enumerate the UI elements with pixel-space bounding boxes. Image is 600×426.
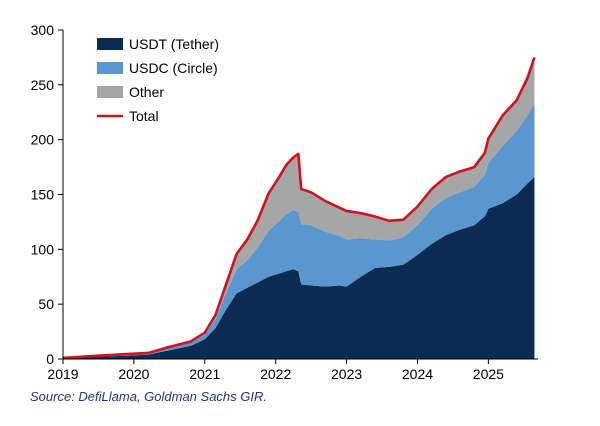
source-note: Source: DefiLlama, Goldman Sachs GIR.: [30, 389, 267, 404]
y-tick-label-0: 0: [46, 351, 54, 367]
y-tick-label-6: 300: [31, 22, 55, 38]
legend-swatch-0: [97, 38, 123, 50]
x-tick-label-5: 2024: [402, 366, 433, 382]
area-series-1: [63, 103, 535, 359]
y-ticks: 0 50 100 150 200 250 300: [31, 22, 63, 367]
legend-label-1: USDC (Circle): [129, 60, 218, 76]
y-tick-label-4: 200: [31, 132, 55, 148]
total-line: [62, 56, 536, 360]
x-ticks: 2019 2020 2021 2022 2023 2024 2025: [47, 359, 504, 382]
legend-swatch-1: [97, 62, 123, 74]
x-tick-label-3: 2022: [260, 366, 291, 382]
x-tick-label-2: 2021: [189, 366, 220, 382]
area-series-0: [63, 176, 535, 359]
legend-label-3: Total: [129, 108, 159, 124]
legend: USDT (Tether) USDC (Circle) Other Total: [97, 36, 219, 124]
legend-swatch-2: [97, 86, 123, 98]
y-tick-label-5: 250: [31, 77, 55, 93]
x-tick-label-1: 2020: [118, 366, 149, 382]
area-series-2: [63, 57, 535, 359]
y-tick-label-2: 100: [31, 241, 55, 257]
legend-label-2: Other: [129, 84, 164, 100]
x-tick-label-4: 2023: [331, 366, 362, 382]
area-layers: [62, 56, 536, 360]
x-tick-label-6: 2025: [473, 366, 504, 382]
legend-label-0: USDT (Tether): [129, 36, 219, 52]
x-tick-label-0: 2019: [47, 366, 78, 382]
y-tick-label-3: 150: [31, 187, 55, 203]
y-tick-label-1: 50: [38, 296, 54, 312]
